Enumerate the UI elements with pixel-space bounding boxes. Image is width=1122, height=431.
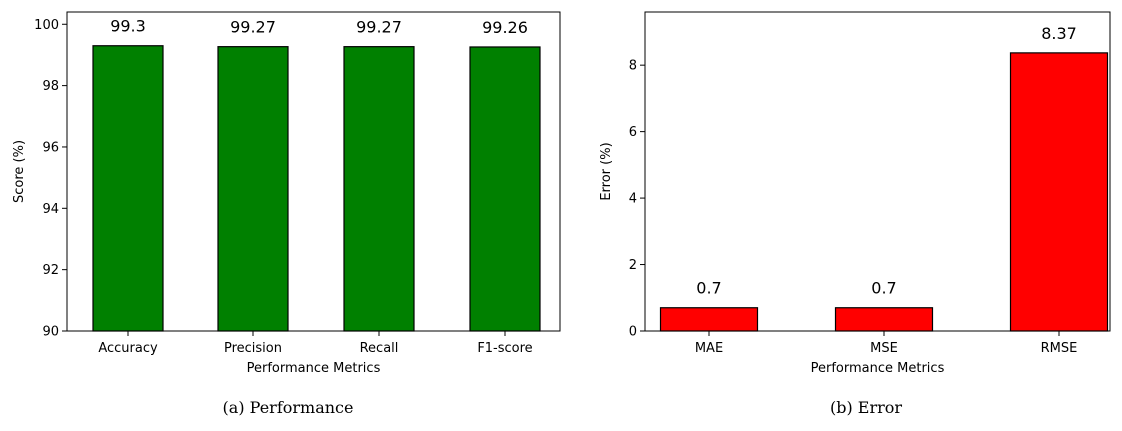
performance-data-label: 99.27 — [356, 18, 402, 37]
performance-y-tick-label: 92 — [42, 263, 59, 278]
performance-bar-recall — [343, 46, 415, 332]
error-data-label: 0.7 — [871, 279, 896, 298]
performance-axes-frame — [66, 11, 561, 332]
performance-x-tick-label: Recall — [360, 341, 399, 356]
error-x-tick-label: MAE — [695, 341, 723, 356]
performance-data-label: 99.3 — [110, 17, 146, 36]
performance-x-tick-label: F1-score — [477, 341, 532, 356]
error-x-axis-label: Performance Metrics — [811, 361, 945, 376]
performance-y-tick-label: 90 — [42, 325, 59, 340]
error-y-tick-label: 0 — [629, 325, 637, 340]
performance-y-tick-label: 100 — [34, 18, 59, 33]
performance-data-label: 99.26 — [482, 18, 528, 37]
error-y-tick-label: 4 — [629, 192, 637, 207]
error-x-tick-label: MSE — [870, 341, 898, 356]
performance-y-tick-label: 96 — [42, 140, 59, 155]
performance-y-axis-label: Score (%) — [12, 140, 27, 203]
error-x-tick-label: RMSE — [1041, 341, 1078, 356]
error-y-tick-label: 6 — [629, 125, 637, 140]
caption-performance: (a) Performance — [222, 398, 354, 417]
performance-bar-precision — [217, 46, 289, 332]
performance-y-tick-label: 98 — [42, 79, 59, 94]
error-bar-mae — [659, 307, 759, 332]
error-bar-mse — [834, 307, 934, 332]
error-data-label: 0.7 — [696, 279, 721, 298]
error-axes-frame — [644, 11, 1111, 332]
performance-x-tick-label: Accuracy — [98, 341, 158, 356]
error-data-label: 8.37 — [1041, 24, 1077, 43]
error-bar-rmse — [1009, 52, 1109, 332]
performance-x-axis-label: Performance Metrics — [247, 361, 381, 376]
performance-bar-f1-score — [469, 46, 541, 332]
performance-y-tick-label: 94 — [42, 202, 59, 217]
performance-data-label: 99.27 — [230, 18, 276, 37]
error-y-tick-label: 8 — [629, 59, 637, 74]
error-y-tick-label: 2 — [629, 258, 637, 273]
chart-svg: 99.3 99.27 99.27 99.26 90 92 94 96 98 100 Accuracy… — [12, 11, 1111, 376]
performance-x-tick-label: Precision — [224, 341, 282, 356]
caption-error: (b) Error — [829, 398, 903, 417]
error-y-axis-label: Error (%) — [599, 142, 614, 200]
performance-bar-accuracy — [92, 45, 164, 332]
